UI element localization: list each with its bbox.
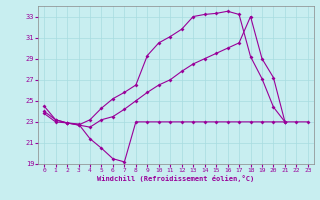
X-axis label: Windchill (Refroidissement éolien,°C): Windchill (Refroidissement éolien,°C) — [97, 175, 255, 182]
